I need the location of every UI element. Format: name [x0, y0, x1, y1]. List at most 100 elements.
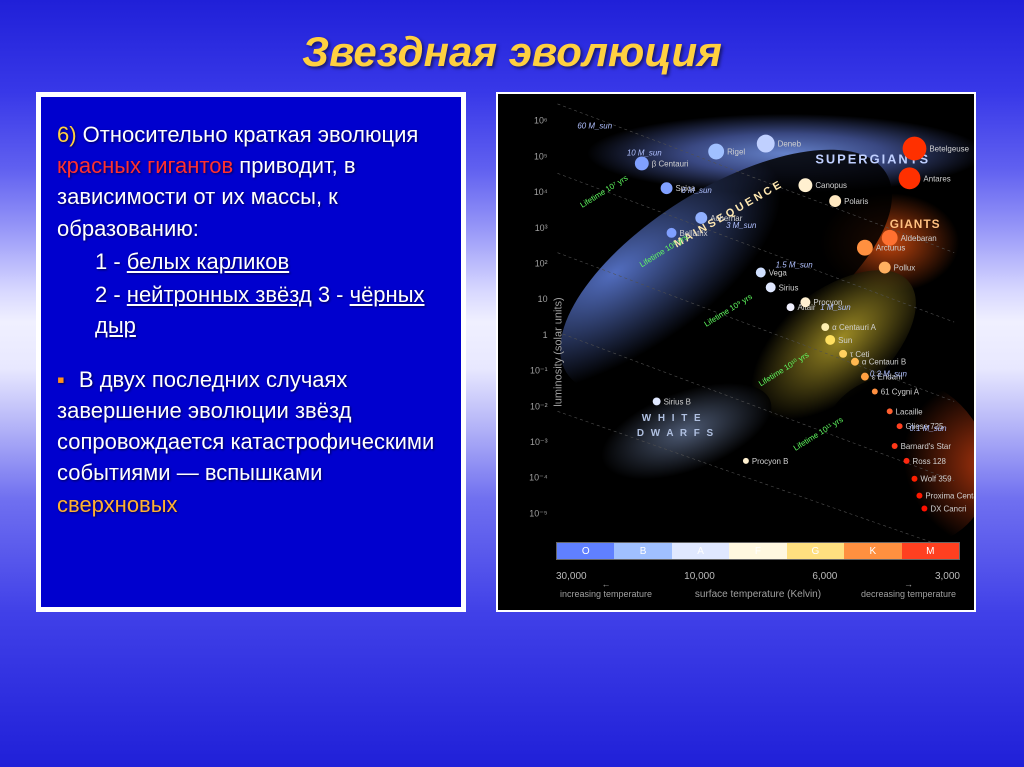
spectral-O: O: [557, 543, 614, 559]
y-tick-2: 10⁴: [534, 187, 548, 197]
star-label-61-cygni-a: 61 Cygni A: [881, 387, 920, 396]
star-label--centauri: β Centauri: [652, 159, 689, 168]
y-tick-8: 10⁻²: [530, 401, 548, 411]
star--eridani: [861, 373, 869, 381]
star-label-aldebaran: Aldebaran: [901, 234, 937, 243]
mass-2: 6 M_sun: [681, 186, 712, 195]
white-dwarfs-label-2: D W A R F S: [637, 428, 715, 439]
star-label-sirius: Sirius: [779, 283, 799, 292]
giants-label: GIANTS: [890, 217, 941, 231]
page-title: Звездная эволюция: [0, 0, 1024, 92]
y-tick-9: 10⁻³: [530, 437, 548, 447]
star-polaris: [829, 195, 841, 207]
star--ceti: [839, 350, 847, 358]
x-tick-1: 10,000: [684, 571, 715, 582]
star-betelgeuse: [903, 137, 927, 161]
star-lacaille: [887, 408, 893, 414]
white-dwarfs-link[interactable]: белых карликов: [127, 249, 289, 274]
star-label-proxima-centauri: Proxima Centauri: [925, 492, 974, 501]
star-label-betelgeuse: Betelgeuse: [929, 145, 969, 154]
star-bellatrix: [667, 228, 677, 238]
spectral-M: M: [902, 543, 959, 559]
star-wolf-359: [912, 476, 918, 482]
star-label-pollux: Pollux: [894, 264, 916, 273]
hr-diagram: SUPERGIANTS GIANTS M A I N S E Q U E N C…: [496, 92, 976, 612]
star-sun: [825, 335, 835, 345]
star-dx-cancri: [921, 506, 927, 512]
lifetime-0: Lifetime 10⁷ yrs: [579, 173, 630, 209]
square-bullet-icon: ▪: [57, 367, 73, 392]
mass-6: 0.3 M_sun: [870, 370, 908, 379]
inc-temp-text: increasing temperature: [560, 589, 652, 599]
star-label--centauri-a: α Centauri A: [832, 323, 876, 332]
star-label-rigel: Rigel: [727, 147, 745, 156]
red-giants-term: красных гигантов: [57, 153, 233, 178]
spectral-B: B: [614, 543, 671, 559]
star-vega: [756, 268, 766, 278]
y-tick-4: 10²: [535, 259, 548, 269]
hr-diagram-svg: SUPERGIANTS GIANTS M A I N S E Q U E N C…: [498, 94, 974, 610]
neutron-stars-link[interactable]: нейтронных звёзд: [127, 282, 312, 307]
para2-text: В двух последних случаях завершение эвол…: [57, 367, 434, 486]
item2-num: 2 -: [95, 282, 127, 307]
star-label-arcturus: Arcturus: [876, 244, 906, 253]
mass-3: 3 M_sun: [726, 221, 757, 230]
star-label-dx-cancri: DX Cancri: [930, 504, 966, 513]
star-pollux: [879, 262, 891, 274]
bullet-number: 6): [57, 122, 77, 147]
white-dwarfs-label-1: W H I T E: [642, 413, 703, 424]
star-label-barnard-s-star: Barnard's Star: [901, 442, 952, 451]
star-61-cygni-a: [872, 389, 878, 395]
star-deneb: [757, 135, 775, 153]
spectral-G: G: [787, 543, 844, 559]
star-arcturus: [857, 240, 873, 256]
star--centauri-a: [821, 323, 829, 331]
star-label-procyon-b: Procyon B: [752, 457, 789, 466]
star-barnard-s-star: [892, 443, 898, 449]
y-ticks: 10⁶10⁵10⁴10³10²10110⁻¹10⁻²10⁻³10⁻⁴10⁻⁵: [529, 116, 548, 519]
star-label-ross-128: Ross 128: [913, 457, 947, 466]
star-label-polaris: Polaris: [844, 197, 868, 206]
paragraph-2: ▪ В двух последних случаях завершение эв…: [57, 364, 445, 520]
list-item-1: 1 - белых карликов: [57, 246, 445, 277]
star-label-canopus: Canopus: [815, 181, 847, 190]
spectral-K: K: [844, 543, 901, 559]
text-panel: 6) Относительно краткая эволюция красных…: [36, 92, 466, 612]
y-tick-7: 10⁻¹: [530, 366, 548, 376]
star-altair: [787, 303, 795, 311]
star-sirius-b: [653, 397, 661, 405]
paragraph-1: 6) Относительно краткая эволюция красных…: [57, 119, 445, 244]
content-row: 6) Относительно краткая эволюция красных…: [0, 92, 1024, 612]
star-achernar: [695, 212, 707, 224]
star-rigel: [708, 144, 724, 160]
star-antares: [899, 167, 921, 189]
mass-7: 0.1 M_sun: [910, 424, 948, 433]
y-axis-label: luminosity (solar units): [553, 297, 565, 406]
supernova-term: сверхновых: [57, 492, 178, 517]
spectral-F: F: [729, 543, 786, 559]
intro-text-1: Относительно краткая эволюция: [77, 122, 419, 147]
star-spica: [661, 182, 673, 194]
star-gliese-725: [897, 423, 903, 429]
star-label--centauri-b: α Centauri B: [862, 358, 906, 367]
star-label-vega: Vega: [769, 268, 788, 277]
star-ross-128: [904, 458, 910, 464]
x-tick-2: 6,000: [812, 571, 837, 582]
star-label-sun: Sun: [838, 336, 852, 345]
mass-5: 1 M_sun: [820, 303, 851, 312]
star-label-antares: Antares: [923, 174, 950, 183]
y-tick-1: 10⁵: [534, 151, 548, 161]
y-tick-11: 10⁻⁵: [529, 508, 548, 518]
y-tick-6: 1: [543, 330, 548, 340]
star--centauri-b: [851, 358, 859, 366]
item1-num: 1 -: [95, 249, 127, 274]
y-tick-5: 10: [538, 294, 548, 304]
dec-temp-text: decreasing temperature: [861, 589, 956, 599]
mass-0: 60 M_sun: [577, 122, 612, 131]
y-tick-3: 10³: [535, 223, 548, 233]
spectral-bar: OBAFGKM: [556, 542, 960, 560]
mass-1: 10 M_sun: [627, 148, 662, 157]
list-item-2-3: 2 - нейтронных звёзд 3 - чёрных дыр: [57, 279, 445, 341]
increasing-temp-label: ←increasing temperature: [560, 580, 652, 600]
star-label-lacaille: Lacaille: [896, 407, 923, 416]
